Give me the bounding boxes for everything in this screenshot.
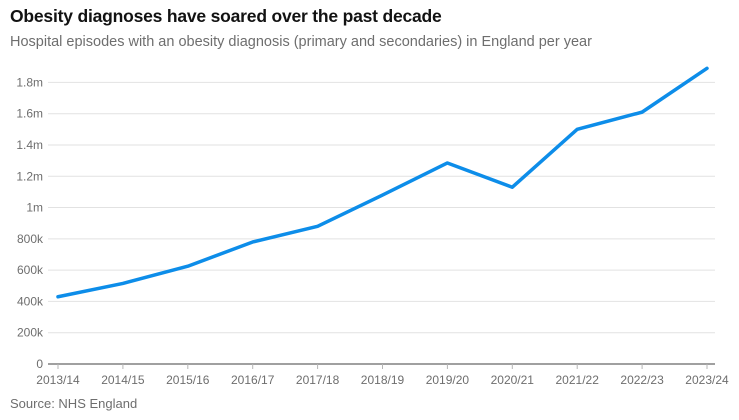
chart-title: Obesity diagnoses have soared over the p… [10, 6, 442, 26]
x-tick-label: 2019/20 [426, 373, 470, 387]
x-tick-label: 2017/18 [296, 373, 340, 387]
y-tick-label: 800k [17, 232, 44, 246]
data-line [56, 66, 709, 299]
source-note: Source: NHS England [10, 396, 138, 411]
line-chart: 0 200k 400k 600k 800k 1m 1.2m 1.4m 1.6m 1.8m 2013/… [0, 58, 739, 392]
y-tick-label: 1.6m [16, 107, 43, 121]
y-tick-label: 600k [17, 263, 44, 277]
y-tick-label: 0 [36, 357, 43, 371]
x-tick-label: 2020/21 [491, 373, 535, 387]
y-tick-label: 400k [17, 294, 44, 308]
x-tick-label: 2016/17 [231, 373, 275, 387]
x-tick-label: 2015/16 [166, 373, 210, 387]
x-tick-label: 2022/23 [620, 373, 664, 387]
y-tick-label: 1.2m [16, 169, 43, 183]
x-tick-label: 2023/24 [685, 373, 729, 387]
y-tick-label: 200k [17, 326, 44, 340]
x-tick-label: 2014/15 [101, 373, 145, 387]
x-tick-label: 2013/14 [36, 373, 80, 387]
line-chart-svg: 0 200k 400k 600k 800k 1m 1.2m 1.4m 1.6m 1.8m 2013/… [16, 66, 729, 387]
x-tick-label: 2021/22 [556, 373, 600, 387]
y-tick-label: 1.4m [16, 138, 43, 152]
y-tick-label: 1m [26, 201, 43, 215]
y-tick-label: 1.8m [16, 75, 43, 89]
chart-subtitle: Hospital episodes with an obesity diagno… [10, 34, 592, 50]
x-tick-label: 2018/19 [361, 373, 405, 387]
